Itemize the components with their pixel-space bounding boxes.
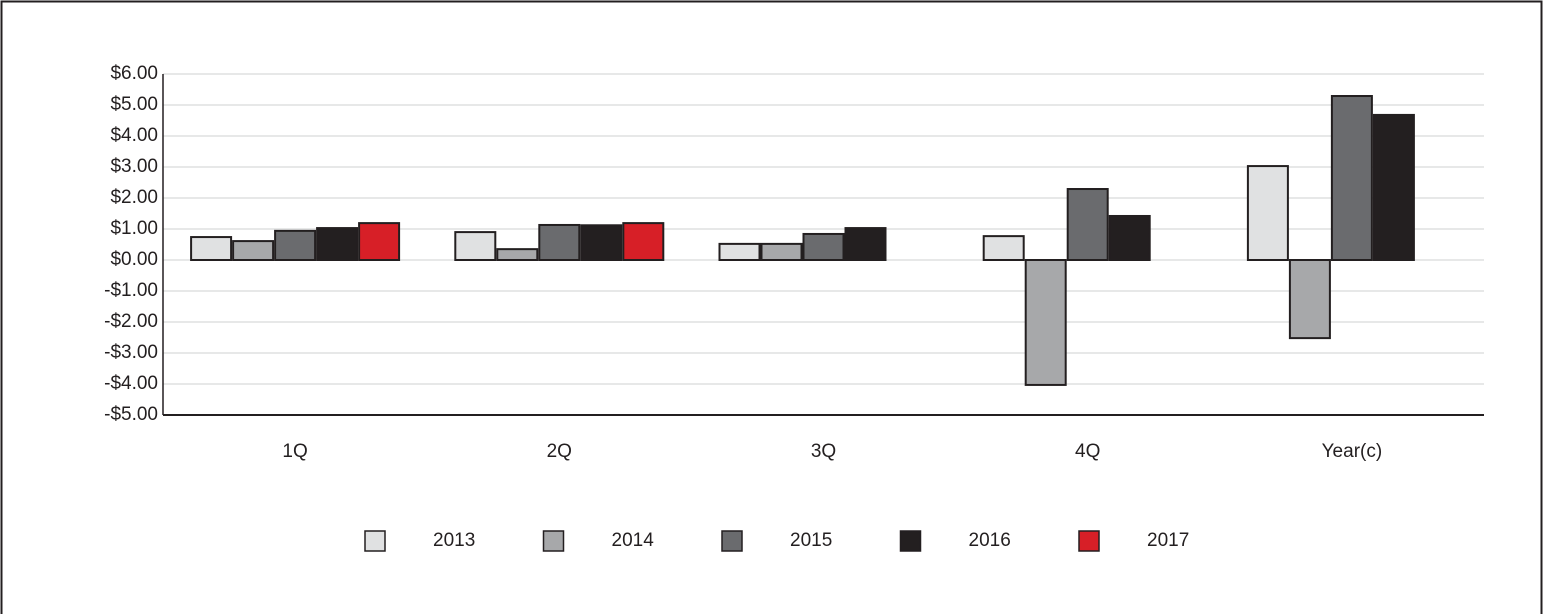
legend-swatch <box>721 530 743 552</box>
x-tick-label: 4Q <box>1075 441 1100 462</box>
bar <box>274 229 317 261</box>
y-tick-label: $2.00 <box>110 187 158 208</box>
bar <box>1024 259 1067 386</box>
x-tick-label: 1Q <box>282 441 307 462</box>
legend-label: 2016 <box>969 530 1011 551</box>
x-tick-label: 3Q <box>811 441 836 462</box>
bar <box>844 227 887 262</box>
y-tick-label: $0.00 <box>110 249 158 270</box>
legend-swatch <box>364 530 386 552</box>
bar <box>232 240 275 261</box>
bar <box>1288 259 1331 340</box>
y-tick-label: $1.00 <box>110 218 158 239</box>
y-tick-label: $5.00 <box>110 94 158 115</box>
y-tick-label: -$5.00 <box>104 404 158 425</box>
bar <box>982 235 1025 262</box>
legend-label: 2013 <box>433 530 475 551</box>
bar <box>760 242 803 262</box>
y-tick-label: -$1.00 <box>104 280 158 301</box>
bar <box>718 242 761 262</box>
x-tick-label: 2Q <box>547 441 572 462</box>
y-tick-label: -$2.00 <box>104 311 158 332</box>
bar <box>454 231 497 262</box>
bar <box>1246 165 1289 262</box>
bar <box>802 232 845 262</box>
bar <box>496 248 539 261</box>
y-tick-label: $3.00 <box>110 156 158 177</box>
bar <box>1372 113 1415 261</box>
legend-label: 2015 <box>790 530 832 551</box>
bar <box>1108 214 1151 261</box>
bar <box>538 223 581 261</box>
y-tick-label: $6.00 <box>110 63 158 84</box>
bar <box>1066 188 1109 261</box>
y-tick-label: $4.00 <box>110 125 158 146</box>
legend-label: 2014 <box>612 530 655 551</box>
legend-label: 2017 <box>1147 530 1189 551</box>
bar <box>1330 95 1373 262</box>
bar <box>190 236 233 261</box>
legend-swatch <box>1078 530 1100 552</box>
bar <box>622 222 665 261</box>
legend-swatch <box>542 530 565 552</box>
y-tick-label: -$4.00 <box>104 373 158 394</box>
x-tick-label: Year(c) <box>1322 441 1383 462</box>
bar <box>580 224 623 261</box>
y-tick-label: -$3.00 <box>104 342 158 363</box>
legend-swatch <box>899 530 922 552</box>
bar <box>316 227 359 262</box>
bar <box>358 222 401 261</box>
